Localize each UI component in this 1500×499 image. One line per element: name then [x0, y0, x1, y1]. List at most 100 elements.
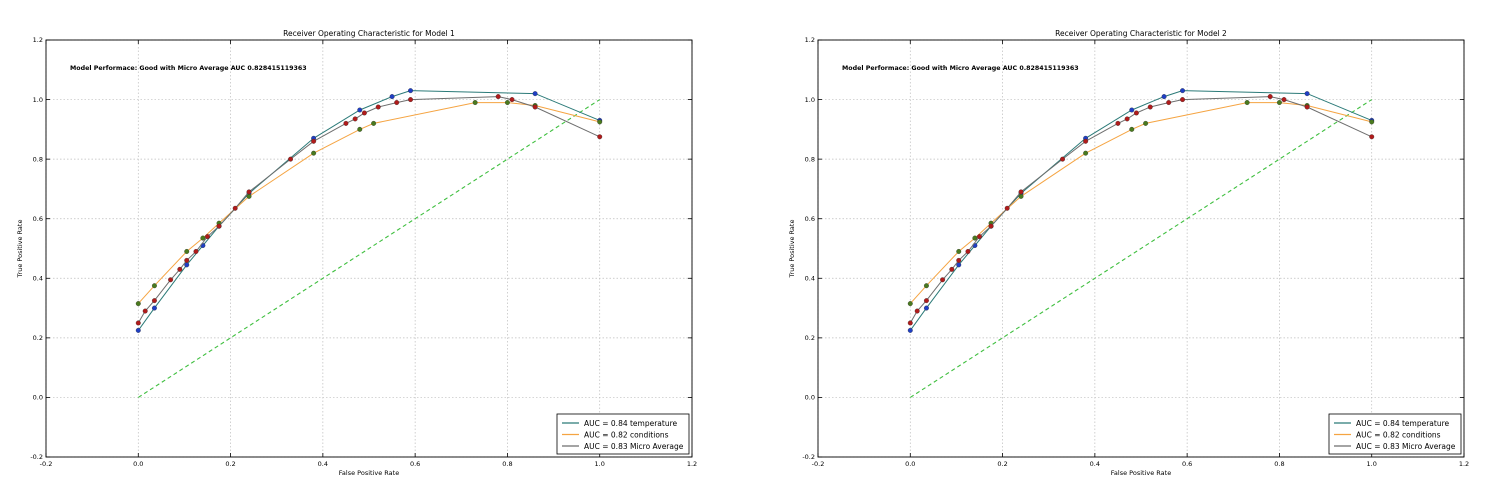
data-point — [394, 100, 400, 105]
data-point — [1166, 100, 1172, 105]
reference-diagonal-line — [909, 99, 1373, 398]
data-point — [988, 223, 994, 229]
data-point — [389, 94, 395, 100]
data-point — [408, 88, 413, 94]
data-point — [151, 283, 157, 289]
x-tick-label: 1.2 — [687, 460, 697, 468]
legend-entry: AUC = 0.83 Micro Average — [584, 442, 684, 451]
x-tick-label: 0.8 — [502, 460, 512, 468]
series-3 — [135, 94, 603, 326]
data-point — [1276, 100, 1282, 105]
y-tick-label: 1.2 — [805, 36, 815, 44]
data-point — [1018, 189, 1024, 195]
data-point — [1281, 97, 1287, 103]
x-tick-label: 0.0 — [905, 460, 915, 468]
y-tick-label: -0.2 — [802, 453, 815, 461]
data-point — [1083, 150, 1089, 156]
x-tick-label: 0.4 — [1090, 460, 1100, 468]
data-point — [1267, 94, 1273, 100]
data-point — [357, 107, 363, 113]
model-performance-annotation: Model Performace: Good with Micro Averag… — [70, 65, 307, 72]
y-tick-label: 0.2 — [805, 334, 815, 342]
data-point — [907, 320, 913, 326]
data-point — [1161, 94, 1167, 100]
data-point — [135, 301, 141, 307]
legend-entry: AUC = 0.84 temperature — [584, 419, 678, 428]
data-point — [956, 249, 962, 254]
axes-frame — [45, 39, 693, 458]
data-point — [977, 234, 982, 240]
data-point — [509, 97, 515, 103]
y-tick-label: -0.2 — [30, 453, 43, 461]
data-point — [1115, 120, 1121, 126]
data-point — [361, 110, 367, 116]
data-point — [504, 100, 510, 105]
x-tick-label: 0.6 — [1182, 460, 1192, 468]
y-tick-label: 0.8 — [805, 155, 815, 163]
data-point — [184, 257, 190, 263]
data-point — [343, 120, 349, 126]
data-point — [216, 223, 222, 229]
data-point — [597, 119, 603, 125]
data-point — [135, 320, 141, 326]
series-3 — [907, 94, 1375, 326]
data-point — [1244, 100, 1250, 105]
x-tick-label: 0.0 — [133, 460, 143, 468]
legend: AUC = 0.84 temperature AUC = 0.82 conditi… — [556, 413, 690, 455]
legend-entry: AUC = 0.83 Micro Average — [1356, 442, 1456, 451]
data-point — [1124, 116, 1130, 122]
data-point — [495, 94, 501, 100]
roc-chart-1: -0.2 0.0 0.2 0.4 0.6 0.8 1.0 1.2 -0.2 0.0 0.2 0.4 0.… — [16, 29, 697, 477]
data-point — [1304, 104, 1310, 110]
x-tick-label: 1.0 — [1367, 460, 1377, 468]
data-point — [972, 235, 978, 241]
data-point — [151, 305, 157, 311]
data-point — [940, 277, 946, 283]
data-point — [1129, 107, 1135, 113]
y-tick-label: 1.2 — [33, 36, 43, 44]
axes-frame — [817, 39, 1465, 458]
data-point — [956, 257, 962, 263]
series-2 — [135, 100, 603, 307]
y-axis-label: True Positive Rate — [788, 220, 796, 279]
data-point — [193, 249, 199, 254]
data-point — [965, 249, 971, 254]
x-tick-label: -0.2 — [40, 460, 53, 468]
y-tick-label: 0.2 — [33, 334, 43, 342]
y-tick-label: 0.6 — [805, 215, 815, 223]
data-point — [1133, 110, 1139, 116]
data-point — [1004, 205, 1010, 211]
x-tick-label: 0.8 — [1274, 460, 1284, 468]
data-point — [472, 100, 478, 105]
data-point — [914, 308, 920, 314]
data-point — [311, 138, 317, 144]
y-tick-label: 0.6 — [33, 215, 43, 223]
data-point — [205, 234, 210, 240]
data-point — [357, 126, 363, 132]
data-point — [232, 205, 238, 211]
data-point — [371, 120, 377, 126]
data-point — [1143, 120, 1149, 126]
data-point — [597, 134, 603, 140]
model-performance-annotation: Model Performace: Good with Micro Averag… — [842, 65, 1079, 72]
chart-title: Receiver Operating Characteristic for Mo… — [283, 29, 455, 38]
data-point — [1083, 138, 1089, 144]
data-point — [532, 91, 538, 97]
data-point — [923, 298, 929, 304]
x-tick-label: 1.0 — [595, 460, 605, 468]
data-point — [1304, 91, 1310, 97]
data-point — [246, 193, 252, 199]
data-point — [907, 327, 913, 333]
y-tick-label: 1.0 — [805, 96, 815, 104]
y-tick-label: 0.0 — [33, 394, 43, 402]
data-point — [949, 266, 955, 272]
x-tick-label: 0.6 — [410, 460, 420, 468]
x-tick-label: 0.2 — [997, 460, 1007, 468]
x-axis-label: False Positive Rate — [1111, 469, 1171, 477]
data-point — [408, 97, 413, 103]
data-point — [352, 116, 358, 122]
data-point — [923, 283, 929, 289]
legend: AUC = 0.84 temperature AUC = 0.82 conditi… — [1328, 413, 1462, 455]
